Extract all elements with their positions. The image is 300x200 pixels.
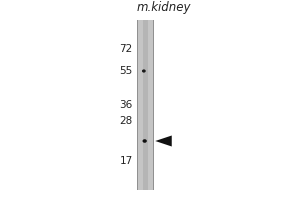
- Bar: [137, 20, 138, 190]
- Text: m.kidney: m.kidney: [136, 1, 191, 14]
- Ellipse shape: [142, 139, 147, 143]
- Polygon shape: [155, 136, 172, 146]
- Text: 17: 17: [119, 156, 133, 166]
- Bar: [153, 20, 154, 190]
- Text: 28: 28: [119, 116, 133, 126]
- Text: 72: 72: [119, 44, 133, 54]
- Bar: [137, 20, 154, 190]
- Bar: [142, 20, 148, 190]
- Ellipse shape: [142, 69, 146, 73]
- Text: 55: 55: [119, 66, 133, 76]
- Text: 36: 36: [119, 100, 133, 110]
